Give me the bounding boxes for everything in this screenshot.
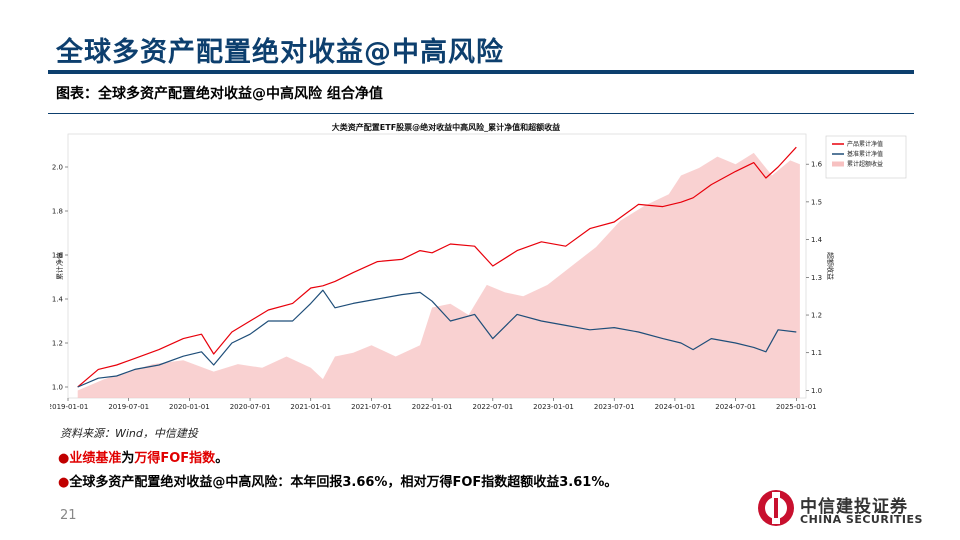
- caption-divider: [48, 113, 914, 114]
- bullet-dot-icon: ●: [58, 475, 70, 490]
- y-tick-label: 1.2: [52, 340, 63, 348]
- bullet-dot-icon: ●: [58, 451, 70, 466]
- y-axis-label: 累计净值: [55, 252, 64, 280]
- y2-tick-label: 1.0: [811, 387, 822, 395]
- china-securities-logo-icon: [758, 490, 794, 526]
- legend-label-0: 产品累计净值: [847, 140, 883, 148]
- y2-tick-label: 1.6: [811, 161, 823, 169]
- benchmark-connector: 为: [121, 451, 135, 466]
- y2-tick-label: 1.5: [811, 198, 822, 206]
- x-tick-label: 2024-07-01: [715, 403, 756, 411]
- x-tick-label: 2019-07-01: [108, 403, 149, 411]
- chart-legend: [825, 135, 907, 179]
- slide-title: 全球多资产配置绝对收益@中高风险: [56, 37, 504, 68]
- y-tick-label: 1.6: [52, 252, 64, 260]
- bullet-benchmark: ●业绩基准为万得FOF指数。: [58, 447, 228, 466]
- title-divider: [48, 70, 914, 74]
- legend-label-1: 基准累计净值: [847, 150, 883, 158]
- y-tick-label: 1.0: [52, 384, 63, 392]
- x-tick-label: 2022-01-01: [412, 403, 453, 411]
- y2-tick-label: 1.4: [811, 236, 823, 244]
- y2-tick-label: 1.2: [811, 312, 822, 320]
- benchmark-index: 万得FOF指数: [134, 451, 216, 466]
- source-note: 资料来源：Wind，中信建投: [60, 427, 198, 440]
- x-tick-label: 2024-01-01: [655, 403, 696, 411]
- benchmark-end: 。: [215, 451, 229, 466]
- y-tick-label: 2.0: [52, 164, 63, 172]
- excess-return-area: [77, 152, 800, 398]
- page-number: 21: [60, 508, 77, 523]
- legend-label-2: 累计超额收益: [847, 160, 883, 168]
- bullet-performance: ●全球多资产配置绝对收益@中高风险：本年回报3.66%，相对万得FOF指数超额收…: [58, 471, 617, 490]
- performance-text: 全球多资产配置绝对收益@中高风险：本年回报3.66%，相对万得FOF指数超额收益…: [69, 475, 618, 490]
- logo-english-name: CHINA SECURITIES: [800, 513, 923, 526]
- x-tick-label: 2023-07-01: [594, 403, 635, 411]
- y-tick-label: 1.8: [52, 208, 63, 216]
- y2-tick-label: 1.1: [811, 349, 822, 357]
- x-tick-label: 2025-01-01: [776, 403, 817, 411]
- series-line-0: [77, 146, 797, 388]
- y2-axis-label: 超额收益: [826, 252, 835, 280]
- x-tick-label: 2021-07-01: [351, 403, 392, 411]
- chart: 大类资产配置ETF股票@绝对收益中高风险_累计净值和超额收益 累计净值 超额收益…: [50, 122, 907, 411]
- series-line-1: [77, 289, 797, 388]
- x-tick-label: 2020-07-01: [230, 403, 271, 411]
- x-tick-label: 2022-07-01: [472, 403, 513, 411]
- y2-tick-label: 1.3: [811, 274, 822, 282]
- x-tick-label: 2019-01-01: [50, 403, 88, 411]
- figure-caption: 图表：全球多资产配置绝对收益@中高风险 组合净值: [56, 86, 383, 102]
- benchmark-label: 业绩基准: [69, 451, 122, 466]
- x-tick-label: 2023-01-01: [533, 403, 574, 411]
- y-tick-label: 1.4: [52, 296, 64, 304]
- x-tick-label: 2020-01-01: [169, 403, 210, 411]
- chart-title: 大类资产配置ETF股票@绝对收益中高风险_累计净值和超额收益: [332, 122, 560, 132]
- x-tick-label: 2021-01-01: [290, 403, 331, 411]
- logo-chinese-name: 中信建投证券: [800, 497, 908, 517]
